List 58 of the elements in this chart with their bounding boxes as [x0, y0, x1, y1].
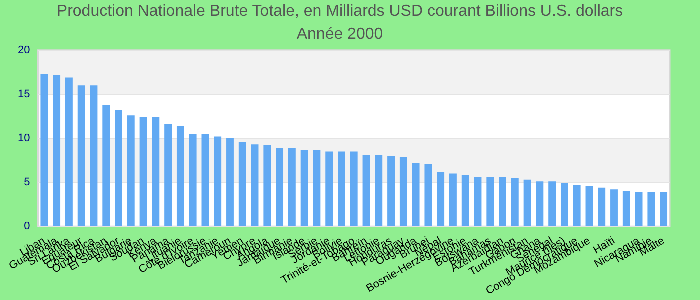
bar	[189, 134, 197, 226]
bar	[338, 152, 346, 226]
bar	[226, 138, 234, 226]
bar	[536, 182, 544, 226]
y-tick-label: 20	[18, 44, 30, 56]
bar	[412, 163, 420, 226]
bar	[251, 144, 259, 226]
bar	[660, 192, 668, 226]
bar	[560, 183, 568, 226]
bar	[238, 142, 246, 226]
bar	[53, 75, 61, 226]
bar	[115, 110, 122, 226]
bar	[127, 116, 135, 226]
bar	[499, 177, 506, 226]
bar	[388, 156, 395, 226]
bar	[140, 117, 148, 226]
bar	[176, 126, 184, 226]
bar	[462, 176, 470, 226]
y-tick-label: 5	[24, 176, 30, 189]
bar	[474, 177, 482, 226]
bar	[586, 186, 594, 226]
bar	[326, 152, 334, 226]
bar	[524, 180, 532, 226]
bar	[437, 172, 445, 226]
bar	[511, 178, 519, 226]
bar	[573, 185, 581, 226]
bar	[90, 86, 98, 226]
bar	[288, 148, 296, 226]
bar	[486, 177, 494, 226]
bar	[635, 192, 643, 226]
bar	[400, 157, 408, 226]
bar	[622, 191, 630, 226]
bar	[264, 146, 272, 226]
bar	[450, 174, 457, 226]
bar	[313, 150, 321, 226]
bar	[214, 136, 222, 226]
y-tick-label: 15	[18, 88, 30, 100]
bar	[202, 134, 210, 226]
bar	[40, 74, 48, 226]
bar	[424, 164, 432, 226]
bar	[375, 155, 383, 226]
bar	[350, 152, 358, 226]
bar	[152, 117, 160, 226]
bar	[548, 182, 556, 226]
chart-subtitle: Année 2000	[296, 26, 384, 44]
bar	[598, 188, 606, 226]
bar	[65, 78, 73, 226]
bar	[102, 105, 110, 226]
y-tick-label: 0	[24, 220, 30, 233]
bar	[164, 124, 172, 226]
bar	[648, 192, 656, 226]
bar	[276, 148, 284, 226]
chart-title: Production Nationale Brute Totale, en Milliards USD courant Billions U.S. dollars	[56, 3, 624, 20]
bar	[610, 190, 618, 226]
bar	[362, 155, 370, 226]
y-tick-label: 10	[18, 132, 30, 145]
bar	[78, 86, 86, 226]
bar	[300, 150, 308, 226]
